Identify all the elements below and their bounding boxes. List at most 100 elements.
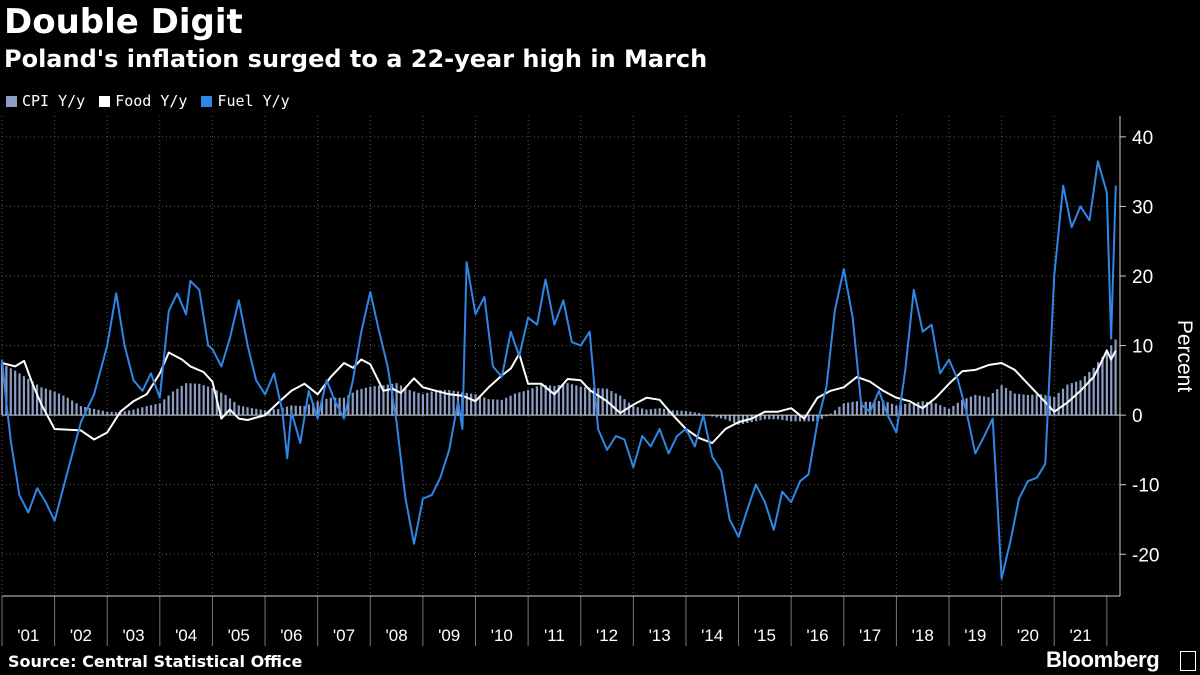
cpi-bar: [272, 409, 275, 416]
cpi-bar: [768, 415, 771, 420]
cpi-bar: [597, 388, 600, 416]
cpi-bar: [285, 406, 289, 416]
cpi-bar: [9, 368, 12, 416]
x-tick-label: '12: [596, 626, 618, 645]
cpi-bar: [211, 388, 214, 416]
x-tick-label: '04: [175, 626, 197, 645]
cpi-bar: [759, 415, 762, 421]
cpi-bar: [474, 394, 477, 416]
cpi-bar: [329, 397, 332, 416]
cpi-bar: [202, 385, 205, 416]
legend-swatch-fuel: [201, 95, 213, 107]
cpi-bar: [917, 401, 920, 416]
cpi-bar: [496, 399, 499, 416]
cpi-bar: [904, 404, 907, 416]
cpi-bar: [873, 401, 876, 416]
cpi-bar: [53, 391, 56, 416]
cpi-bar: [189, 383, 192, 416]
cpi-bar: [145, 406, 148, 416]
cpi-bar: [982, 396, 986, 416]
cpi-bar: [307, 404, 311, 416]
cpi-bar: [807, 415, 810, 422]
cpi-bar: [1079, 380, 1082, 416]
cpi-bar: [829, 413, 832, 416]
cpi-bar: [119, 412, 122, 416]
x-tick-label: '03: [122, 626, 144, 645]
cpi-bar: [513, 393, 517, 416]
x-tick-label: '11: [544, 626, 565, 645]
cpi-bar: [149, 405, 153, 416]
cpi-bar: [22, 376, 26, 416]
legend-item-fuel: Fuel Y/y: [201, 92, 290, 110]
cpi-bar: [548, 385, 552, 416]
cpi-bar: [711, 415, 714, 417]
cpi-bar: [1110, 345, 1113, 416]
cpi-bar: [930, 402, 933, 416]
cpi-bar: [886, 402, 889, 416]
cpi-bar: [733, 415, 736, 424]
cpi-bar: [334, 397, 337, 416]
cpi-bar: [49, 390, 52, 416]
cpi-bar: [373, 386, 376, 416]
y-tick-label: -20: [1132, 545, 1159, 566]
cpi-bar: [128, 410, 131, 416]
cpi-bar: [246, 407, 249, 416]
cpi-bar: [421, 394, 424, 416]
cpi-bar: [171, 391, 175, 416]
cpi-bar: [1018, 394, 1021, 416]
cpi-bar: [66, 397, 69, 416]
cpi-bar: [259, 409, 262, 416]
cpi-bar: [877, 400, 880, 416]
cpi-bar: [820, 415, 823, 419]
cpi-bar: [40, 387, 43, 416]
y-tick-label: 10: [1132, 337, 1153, 358]
cpi-bar: [27, 378, 30, 416]
cpi-bar: [237, 405, 240, 416]
cpi-bar: [868, 401, 872, 416]
cpi-bar: [5, 365, 8, 416]
cpi-bar: [443, 390, 446, 416]
cpi-bar: [689, 411, 692, 416]
cpi-bar: [978, 395, 981, 416]
cpi-bar: [1075, 381, 1078, 416]
y-tick-label: 30: [1132, 197, 1153, 218]
cpi-bar: [974, 394, 977, 416]
cpi-bar: [996, 389, 999, 416]
cpi-bar: [163, 399, 166, 416]
x-tick-label: '08: [386, 626, 408, 645]
cpi-bar: [987, 397, 990, 416]
cpi-bar: [908, 403, 911, 416]
cpi-bar: [386, 384, 389, 416]
cpi-bar: [347, 395, 350, 416]
cpi-bar: [44, 388, 47, 416]
cpi-bar: [110, 411, 113, 416]
cpi-bar: [645, 409, 648, 416]
cpi-bar: [719, 415, 723, 419]
cpi-bar: [632, 406, 635, 416]
cpi-bar: [934, 403, 937, 416]
cpi-bar: [193, 383, 197, 416]
cpi-bar: [776, 415, 780, 420]
cpi-bar: [790, 415, 793, 422]
x-tick-label: '15: [754, 626, 776, 645]
cpi-bar: [136, 408, 140, 416]
cpi-bar: [557, 384, 560, 416]
cpi-bar: [509, 395, 512, 416]
cpi-bar: [579, 386, 582, 416]
x-tick-label: '17: [859, 626, 881, 645]
cpi-bar: [649, 409, 652, 416]
cpi-bar: [263, 410, 267, 416]
cpi-bar: [588, 387, 591, 416]
cpi-bar: [1083, 376, 1087, 416]
cpi-bar: [71, 400, 74, 416]
cpi-bar: [912, 402, 916, 416]
cpi-bar: [785, 415, 788, 421]
cpi-bar: [562, 384, 565, 416]
cpi-bar: [838, 406, 841, 416]
cpi-bar: [1035, 394, 1038, 416]
y-tick-label: 20: [1132, 267, 1153, 288]
cpi-bar: [619, 395, 622, 416]
cpi-bar: [62, 395, 65, 416]
cpi-bar: [0, 363, 4, 416]
